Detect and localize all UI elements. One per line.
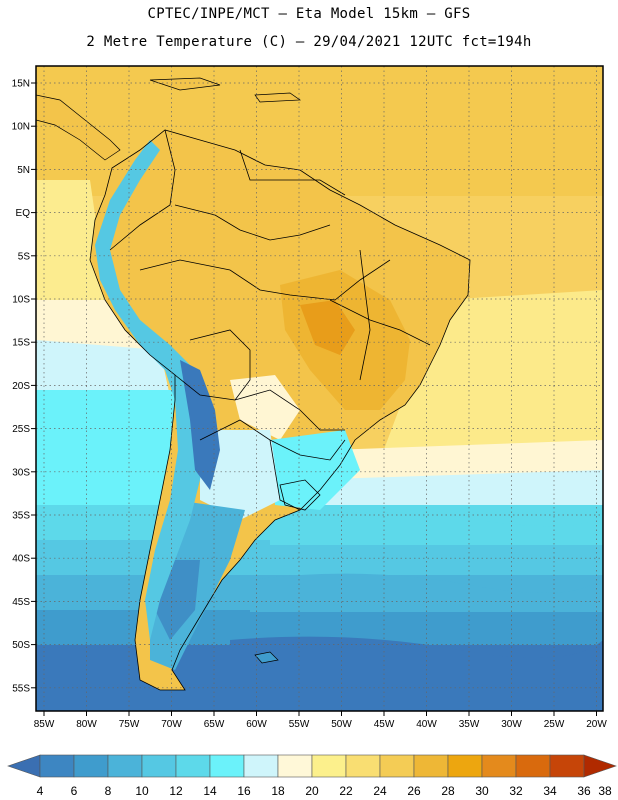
title-line-1: CPTEC/INPE/MCT – Eta Model 15km – GFS	[147, 6, 471, 22]
colorbar-label: 14	[203, 784, 217, 798]
lon-label: 50W	[331, 719, 352, 730]
colorbar-segment	[447, 754, 483, 778]
colorbar-label: 4	[37, 784, 44, 798]
colorbar-segment	[413, 754, 449, 778]
colorbar-segment	[481, 754, 517, 778]
colorbar-label: 24	[373, 784, 387, 798]
lon-label: 55W	[289, 719, 310, 730]
field-argentina-lightcyan	[200, 430, 280, 520]
lat-label: 10S	[12, 295, 30, 306]
colorbar-segment	[243, 754, 279, 778]
caribbean-islands	[149, 77, 221, 91]
colorbar-label: 20	[305, 784, 319, 798]
colorbar: 4 6 8 10 12 14 16 18 20 22 24 26 28 30 32 34 36 38	[7, 754, 617, 798]
lat-label: 15S	[12, 338, 30, 349]
colorbar-label: 36	[577, 784, 591, 798]
longitude-labels: 85W 80W 75W 70W 65W 60W 55W 50W 45W 40W 35W 30W 25W 2…	[34, 711, 607, 730]
colorbar-label: 8	[105, 784, 112, 798]
colorbar-label: 32	[509, 784, 523, 798]
latitude-labels: 15N 10N 5N EQ 5S 10S 15S 20S 25S 30S 35S 40S 45S 50S 5…	[12, 79, 36, 694]
colorbar-segment	[311, 754, 347, 778]
colorbar-max-arrow	[583, 754, 617, 778]
lat-label: 5S	[18, 251, 31, 262]
lon-label: 80W	[76, 719, 97, 730]
field-paraguay-cream	[230, 375, 300, 440]
central-america	[36, 94, 121, 161]
lon-label: 85W	[34, 719, 55, 730]
lon-label: 40W	[416, 719, 437, 730]
colorbar-segment	[209, 754, 245, 778]
lon-label: 45W	[374, 719, 395, 730]
field-andes	[95, 140, 205, 640]
colorbar-label: 30	[475, 784, 489, 798]
lon-label: 30W	[501, 719, 522, 730]
lat-label: 55S	[12, 683, 30, 694]
lat-label: 10N	[12, 122, 30, 133]
colorbar-segment	[379, 754, 415, 778]
colorbar-segment	[141, 754, 177, 778]
lat-label: 30S	[12, 467, 30, 478]
lat-label: 25S	[12, 424, 30, 435]
lon-label: 75W	[119, 719, 140, 730]
colorbar-segment	[549, 754, 585, 778]
colorbar-segment	[39, 754, 75, 778]
colorbar-segment	[277, 754, 313, 778]
map-frame	[35, 65, 604, 712]
lat-label: 15N	[12, 79, 30, 90]
colorbar-segment	[73, 754, 109, 778]
lat-label: 35S	[12, 511, 30, 522]
colorbar-segment	[515, 754, 551, 778]
colorbar-label: 38	[598, 784, 612, 798]
lat-label: 40S	[12, 554, 30, 565]
lat-label: 45S	[12, 597, 30, 608]
caribbean-islands-2	[254, 92, 302, 103]
colorbar-min-arrow	[7, 754, 41, 778]
colorbar-label: 6	[71, 784, 78, 798]
colorbar-segment	[175, 754, 211, 778]
field-andes-high	[180, 360, 220, 490]
lat-label: 20S	[12, 381, 30, 392]
lon-label: 25W	[544, 719, 565, 730]
colorbar-label: 12	[169, 784, 183, 798]
colorbar-label: 22	[339, 784, 353, 798]
colorbar-label: 26	[407, 784, 421, 798]
lat-label: EQ	[16, 208, 31, 219]
field-wave-3	[230, 636, 603, 680]
colorbar-segment	[107, 754, 143, 778]
title-line-2: 2 Metre Temperature (C) – 29/04/2021 12U…	[86, 34, 532, 50]
colorbar-label: 10	[135, 784, 149, 798]
colorbar-label: 28	[441, 784, 455, 798]
field-pacific-cyan	[36, 390, 175, 520]
lon-label: 65W	[204, 719, 225, 730]
temperature-map	[36, 66, 603, 711]
lon-label: 20W	[586, 719, 607, 730]
lon-label: 35W	[459, 719, 480, 730]
falkland-islands	[254, 651, 279, 664]
colorbar-label: 18	[271, 784, 285, 798]
lon-label: 60W	[246, 719, 267, 730]
field-wave-1	[270, 512, 603, 545]
lon-label: 70W	[161, 719, 182, 730]
colorbar-segment	[345, 754, 381, 778]
colorbar-label: 16	[237, 784, 251, 798]
colorbar-label: 34	[543, 784, 557, 798]
field-band-12	[36, 540, 603, 580]
lat-label: 5N	[17, 165, 30, 176]
map-grid	[36, 66, 603, 711]
lat-label: 50S	[12, 640, 30, 651]
boundaries	[89, 129, 471, 691]
